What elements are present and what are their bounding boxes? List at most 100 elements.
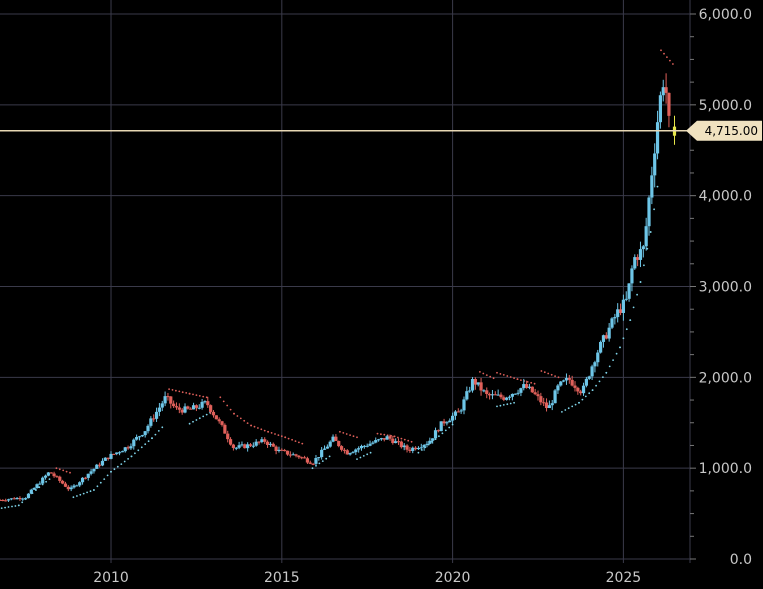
candle-body xyxy=(479,382,483,391)
candle-body xyxy=(428,440,432,444)
candle-body xyxy=(129,446,133,449)
stop-dot xyxy=(21,501,24,504)
stop-dot xyxy=(185,392,188,394)
candle-body xyxy=(186,406,190,409)
candle-body xyxy=(408,449,412,451)
candle-body xyxy=(248,444,253,446)
stop-dot xyxy=(147,440,150,443)
stop-dot xyxy=(554,375,556,377)
candle-body xyxy=(26,493,31,499)
candle-body xyxy=(288,454,292,456)
stop-dot xyxy=(175,389,177,392)
candle-body xyxy=(123,447,127,452)
candle-body xyxy=(607,327,611,339)
stop-dot xyxy=(7,506,10,508)
candle-body xyxy=(140,435,144,437)
candle-body xyxy=(132,439,136,447)
stop-dot xyxy=(144,443,147,446)
stop-dot xyxy=(530,381,533,384)
stop-dot xyxy=(516,378,519,380)
candle-body xyxy=(459,410,463,412)
stop-dot xyxy=(161,426,164,429)
stop-dot xyxy=(280,435,283,438)
stop-dot xyxy=(134,452,136,455)
candle-body xyxy=(89,471,93,474)
candle-body xyxy=(189,408,193,410)
candle-body xyxy=(257,441,261,443)
candle-body xyxy=(21,498,25,500)
candle-body xyxy=(311,463,315,465)
stop-dot xyxy=(113,468,116,471)
candle-body xyxy=(544,402,549,409)
candle-body xyxy=(593,362,597,367)
candle-body xyxy=(126,447,130,449)
stop-dot xyxy=(253,425,256,428)
candle-body xyxy=(183,406,187,413)
stop-dot xyxy=(496,371,498,374)
candle-body xyxy=(345,450,349,455)
candle-body xyxy=(379,438,384,440)
stop-dot xyxy=(571,405,574,408)
candle-body xyxy=(115,452,119,454)
candle-body xyxy=(488,394,492,396)
stop-dot xyxy=(533,382,536,385)
candle-body xyxy=(58,476,62,481)
candle-body xyxy=(337,440,341,447)
candle-body xyxy=(493,394,497,396)
grid-lines xyxy=(0,0,691,563)
candle-body xyxy=(405,445,409,450)
stop-dot xyxy=(526,381,529,383)
x-tick-label: 2020 xyxy=(435,570,471,586)
current-price-tag xyxy=(686,120,762,141)
candle-body xyxy=(172,403,176,407)
candle-body xyxy=(371,442,375,444)
candle-body xyxy=(166,396,170,398)
candle-body xyxy=(610,318,614,328)
stop-dot xyxy=(137,449,140,452)
stop-dot xyxy=(127,458,129,460)
stop-dot xyxy=(417,451,420,454)
y-tick-label: 5,000.0 xyxy=(699,98,752,114)
candle-body xyxy=(160,403,164,408)
stop-dot xyxy=(543,371,546,374)
stop-dot xyxy=(178,390,181,393)
candle-body xyxy=(246,444,250,449)
stop-dot xyxy=(62,469,65,472)
candle-body xyxy=(422,444,426,448)
candle-body xyxy=(502,397,506,400)
candle-body xyxy=(194,405,199,408)
candle-body xyxy=(579,391,583,394)
candle-body xyxy=(613,317,617,319)
stop-dot xyxy=(547,372,550,375)
stop-dot xyxy=(291,438,293,441)
stop-dot xyxy=(362,455,365,457)
candle-body xyxy=(542,402,546,404)
stop-dot xyxy=(356,436,358,439)
candle-body xyxy=(35,484,39,488)
candle-body xyxy=(163,396,167,404)
stop-dot xyxy=(277,434,280,436)
candle-body xyxy=(211,411,216,416)
stop-dot xyxy=(267,430,269,433)
candle-body xyxy=(476,382,480,385)
candle-body xyxy=(499,394,503,398)
candle-body xyxy=(157,407,162,412)
stop-dot xyxy=(202,395,205,398)
candle-body xyxy=(152,418,156,420)
candle-body xyxy=(624,298,628,300)
stop-dot xyxy=(154,433,157,436)
candle-body xyxy=(300,457,304,459)
candle-body xyxy=(200,401,204,408)
candle-body xyxy=(638,249,643,260)
candle-body xyxy=(388,436,392,439)
stop-dot xyxy=(509,402,512,405)
stop-dot xyxy=(202,415,205,418)
candle-body xyxy=(32,488,36,490)
stop-dot xyxy=(605,371,608,374)
candle-body xyxy=(280,449,284,451)
candle-body xyxy=(6,499,11,501)
candle-body xyxy=(174,406,179,408)
stop-dot xyxy=(444,429,447,432)
